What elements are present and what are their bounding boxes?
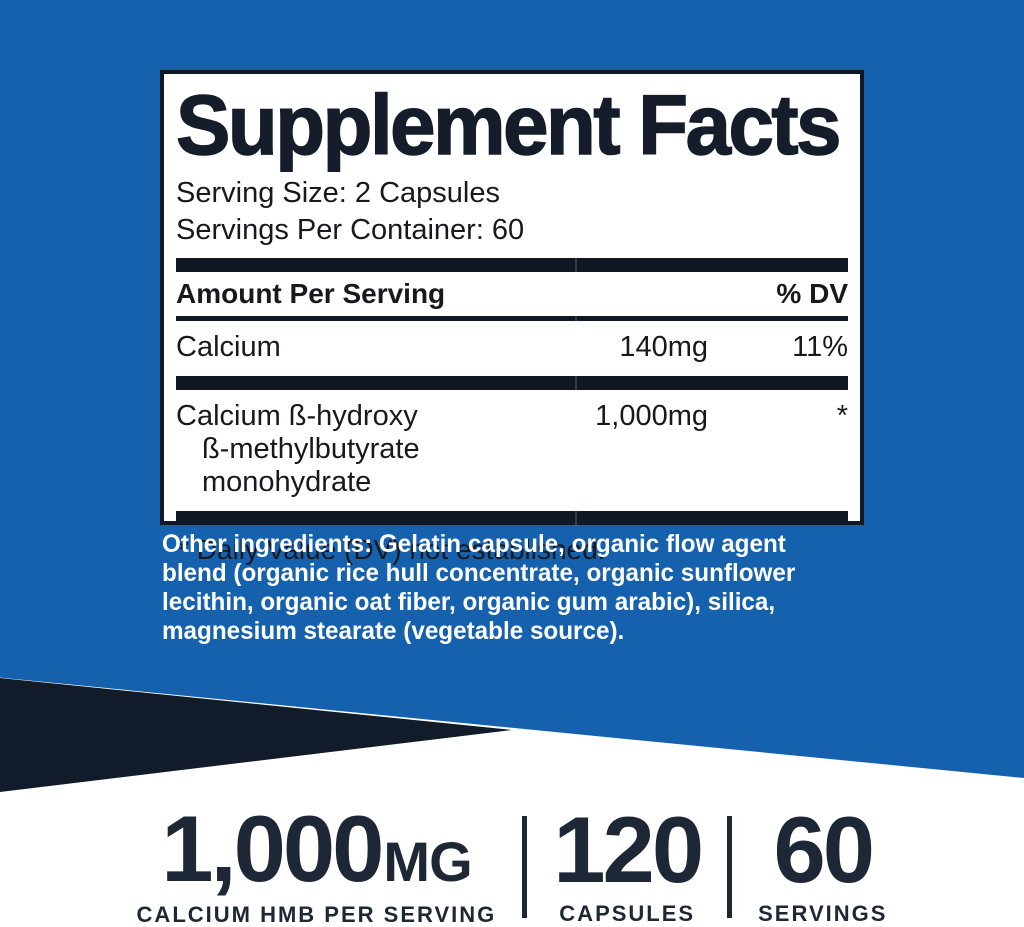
- stat-capsules-label: CAPSULES: [559, 901, 696, 927]
- serving-info: Serving Size: 2 Capsules Servings Per Co…: [176, 175, 848, 249]
- divider-bar-thick: [176, 510, 848, 525]
- supplement-facts-panel: Supplement Facts Serving Size: 2 Capsule…: [160, 70, 864, 565]
- nutrient-name-line1: Calcium ß-hydroxy: [176, 399, 418, 432]
- dv-footnote: * Daily Value (DV) not established.: [178, 533, 606, 565]
- divider-bar-thick: [176, 375, 848, 390]
- table-header-row: Amount Per Serving % DV: [176, 272, 848, 316]
- stat-dose-value: 1,000: [161, 796, 384, 901]
- percent-dv-header: % DV: [776, 277, 848, 309]
- bottom-stats-strip: 1,000 MG CALCIUM HMB PER SERVING 120 CAP…: [0, 796, 1024, 927]
- other-ingredients: Other ingredients: Gelatin capsule, orga…: [162, 530, 796, 645]
- stat-servings-value-row: 60: [758, 796, 887, 902]
- vertical-divider: [522, 816, 528, 918]
- vertical-divider: [727, 816, 733, 918]
- table-row: Calcium ß-hydroxy ß-methylbutyrate monoh…: [176, 390, 848, 511]
- nutrient-name: Calcium: [176, 330, 281, 363]
- stat-servings-label: SERVINGS: [758, 901, 888, 927]
- nutrient-dv: *: [836, 399, 848, 432]
- stat-capsules: 120 CAPSULES: [553, 796, 704, 927]
- table-row: Calcium 140mg 11%: [176, 321, 848, 376]
- stat-servings: 60 SERVINGS: [758, 796, 888, 927]
- nutrient-amount: 140mg: [619, 330, 708, 363]
- serving-size: Serving Size: 2 Capsules: [176, 176, 500, 209]
- stat-servings-value: 60: [773, 796, 876, 902]
- stat-dose-unit: MG: [383, 830, 472, 893]
- nutrient-name-line2: ß-methylbutyrate monohydrate: [202, 432, 420, 498]
- nutrient-amount: 1,000mg: [595, 399, 708, 432]
- stat-capsules-value: 120: [553, 796, 704, 902]
- panel-title: Supplement Facts: [175, 78, 842, 172]
- divider-bar-thin: [176, 315, 848, 321]
- nutrient-dv: 11%: [792, 330, 848, 363]
- servings-per-container: Servings Per Container: 60: [176, 213, 525, 246]
- stat-dose-label: CALCIUM HMB PER SERVING: [136, 902, 497, 927]
- stat-dose-value-row: 1,000 MG: [137, 796, 497, 901]
- stat-capsules-value-row: 120: [553, 796, 704, 902]
- nutrient-name: Calcium ß-hydroxy ß-methylbutyrate monoh…: [176, 400, 540, 499]
- divider-bar-thick: [176, 257, 848, 272]
- stat-dose: 1,000 MG CALCIUM HMB PER SERVING: [136, 796, 497, 927]
- amount-per-serving-header: Amount Per Serving: [176, 277, 446, 309]
